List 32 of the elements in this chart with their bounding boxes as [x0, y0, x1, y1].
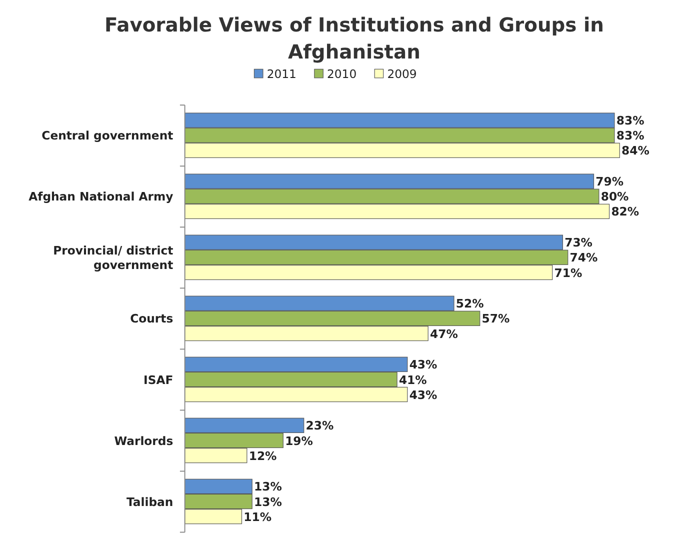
legend-label: 2009: [387, 66, 417, 81]
y-tick-label: Central government: [42, 128, 174, 143]
data-label: 13%: [254, 494, 282, 509]
data-label: 41%: [398, 372, 428, 387]
data-label: 12%: [248, 448, 278, 463]
data-label: 47%: [430, 326, 458, 341]
data-label: 83%: [616, 114, 645, 128]
data-label: 57%: [482, 312, 510, 326]
y-tick-label: Afghan National Army: [28, 190, 174, 204]
y-tick-label: Courts: [130, 312, 174, 326]
data-label: 43%: [409, 358, 438, 372]
data-label: 82%: [611, 204, 640, 219]
data-label: 19%: [285, 434, 314, 448]
legend-label: 2011: [266, 66, 296, 81]
data-label: 73%: [564, 236, 593, 250]
y-tick-label: Provincial/ district government: [53, 243, 174, 272]
y-tick-label: Warlords: [114, 434, 174, 448]
data-label: 71%: [554, 266, 582, 280]
data-label: 80%: [600, 190, 630, 204]
data-label: 13%: [254, 480, 282, 494]
data-label: 74%: [570, 250, 598, 265]
data-label: 83%: [616, 128, 645, 143]
y-tick-label: Taliban: [126, 494, 174, 509]
data-label: 11%: [244, 510, 272, 524]
data-label: 52%: [456, 296, 484, 311]
chart-title: Favorable Views of Institutions and Groups in Afghanistan: [104, 13, 604, 64]
data-label: 79%: [596, 174, 624, 189]
y-tick-label: ISAF: [144, 372, 174, 387]
data-label: 84%: [622, 144, 650, 158]
data-label: 43%: [409, 388, 438, 402]
legend-label: 2010: [327, 66, 357, 81]
data-label: 23%: [306, 418, 334, 433]
